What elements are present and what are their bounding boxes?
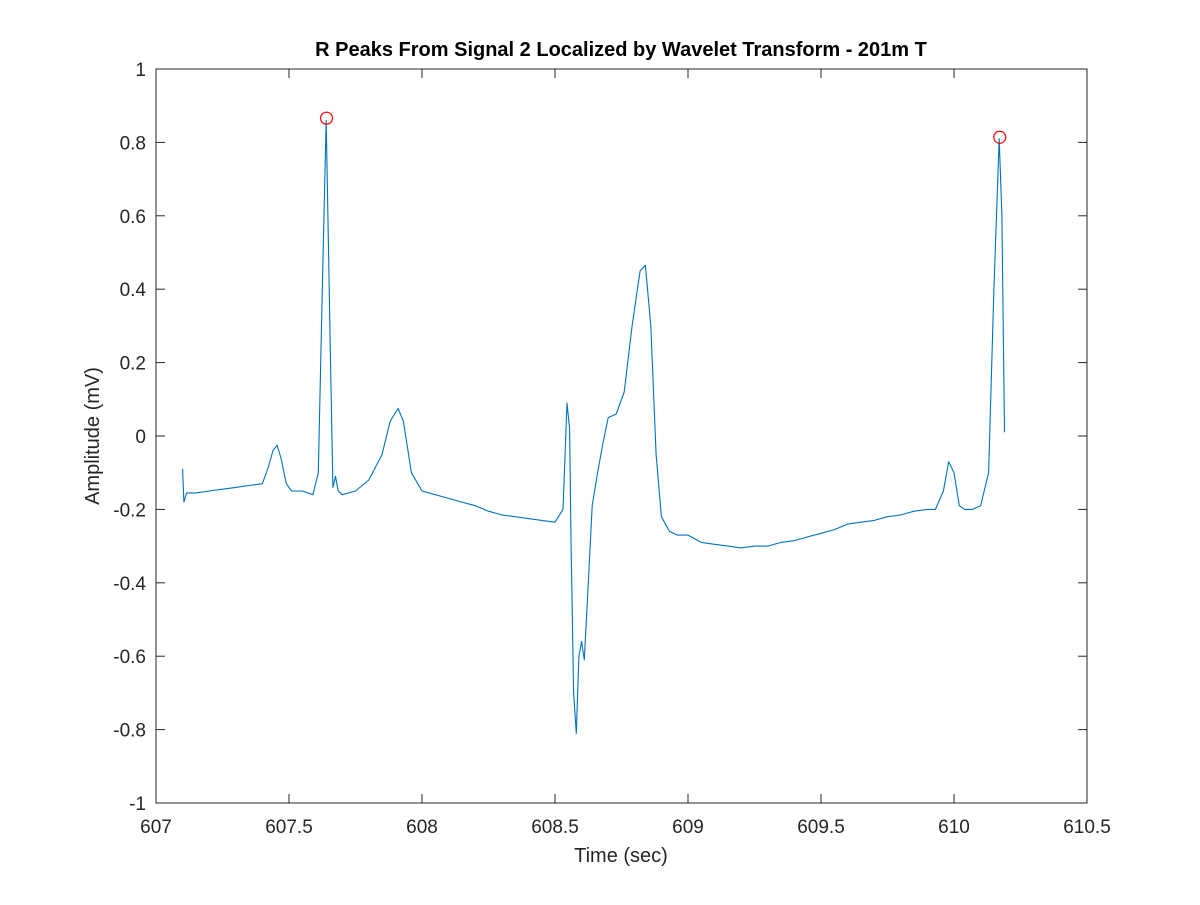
plot-area xyxy=(156,69,1087,803)
x-axis: 607 607.5 608 608.5 609 609.5 610 610.5 xyxy=(140,69,1111,838)
y-tick-label: 0.6 xyxy=(120,207,146,228)
x-tick-label: 609.5 xyxy=(797,817,845,838)
y-axis-label: Amplitude (mV) xyxy=(82,367,104,505)
x-axis-label: Time (sec) xyxy=(574,845,668,867)
x-tick-label: 609 xyxy=(672,817,704,838)
y-tick-label: 0.4 xyxy=(120,280,147,301)
y-tick-label: -0.8 xyxy=(113,721,146,742)
series-layer xyxy=(182,119,1006,734)
chart-title: R Peaks From Signal 2 Localized by Wavel… xyxy=(315,39,927,61)
y-tick-label: 0 xyxy=(135,427,146,448)
marker-layer xyxy=(319,111,1007,144)
x-tick-label: 610.5 xyxy=(1063,817,1111,838)
x-tick-label: 608.5 xyxy=(531,817,579,838)
y-axis: -1 -0.8 -0.6 -0.4 -0.2 0 0.2 0.4 0.6 0.8 1 xyxy=(113,60,1087,815)
y-tick-label: 0.2 xyxy=(120,354,146,375)
x-tick-label: 608 xyxy=(406,817,438,838)
x-tick-label: 610 xyxy=(938,817,970,838)
y-tick-label: -1 xyxy=(129,794,146,815)
r-peak-marker xyxy=(319,111,334,125)
ecg-signal-line xyxy=(182,119,1006,734)
y-tick-label: 1 xyxy=(135,60,146,81)
y-tick-label: -0.4 xyxy=(113,574,146,595)
x-tick-label: 607.5 xyxy=(265,817,313,838)
y-tick-label: -0.2 xyxy=(113,500,146,521)
y-tick-label: 0.8 xyxy=(120,133,146,154)
r-peak-marker xyxy=(993,130,1007,144)
y-tick-label: -0.6 xyxy=(113,647,146,668)
x-tick-label: 607 xyxy=(140,817,172,838)
